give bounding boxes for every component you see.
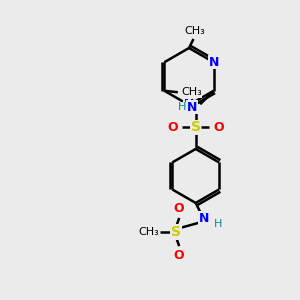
Text: CH₃: CH₃ [138, 227, 159, 237]
Text: O: O [174, 249, 184, 262]
Text: H: H [214, 219, 223, 229]
Text: N: N [208, 56, 219, 69]
Text: N: N [187, 101, 197, 114]
Text: CH₃: CH₃ [181, 87, 202, 97]
Text: CH₃: CH₃ [184, 26, 206, 37]
Text: O: O [168, 121, 178, 134]
Text: N: N [184, 98, 194, 112]
Text: H: H [177, 102, 186, 112]
Text: O: O [213, 121, 224, 134]
Text: N: N [199, 212, 209, 225]
Text: S: S [171, 225, 181, 239]
Text: S: S [191, 120, 201, 134]
Text: O: O [174, 202, 184, 215]
